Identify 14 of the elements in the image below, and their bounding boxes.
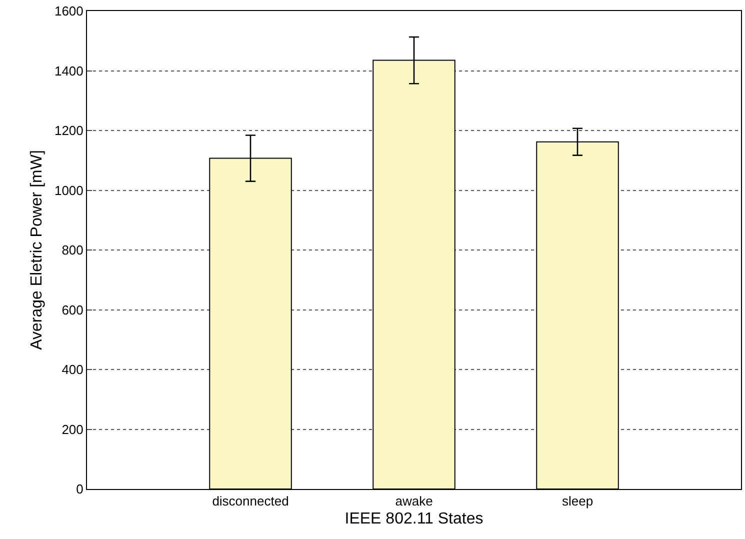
y-tick-label: 800 xyxy=(62,242,84,258)
x-tick-label: sleep xyxy=(562,494,594,509)
y-tick-label: 600 xyxy=(62,302,84,318)
x-tick-label: awake xyxy=(395,494,433,509)
y-tick-label: 1000 xyxy=(54,182,84,198)
x-axis-title: IEEE 802.11 States xyxy=(344,510,484,528)
y-tick-label: 0 xyxy=(76,482,84,497)
y-tick-label: 400 xyxy=(62,362,84,378)
y-axis-title: Average Eletric Power [mW] xyxy=(28,150,46,350)
y-tick-label: 1400 xyxy=(54,63,84,78)
y-tick-label: 1200 xyxy=(54,123,84,138)
y-tick-label: 200 xyxy=(62,422,84,437)
y-tick-label: 1600 xyxy=(54,4,84,19)
x-tick-label: disconnected xyxy=(212,494,289,509)
